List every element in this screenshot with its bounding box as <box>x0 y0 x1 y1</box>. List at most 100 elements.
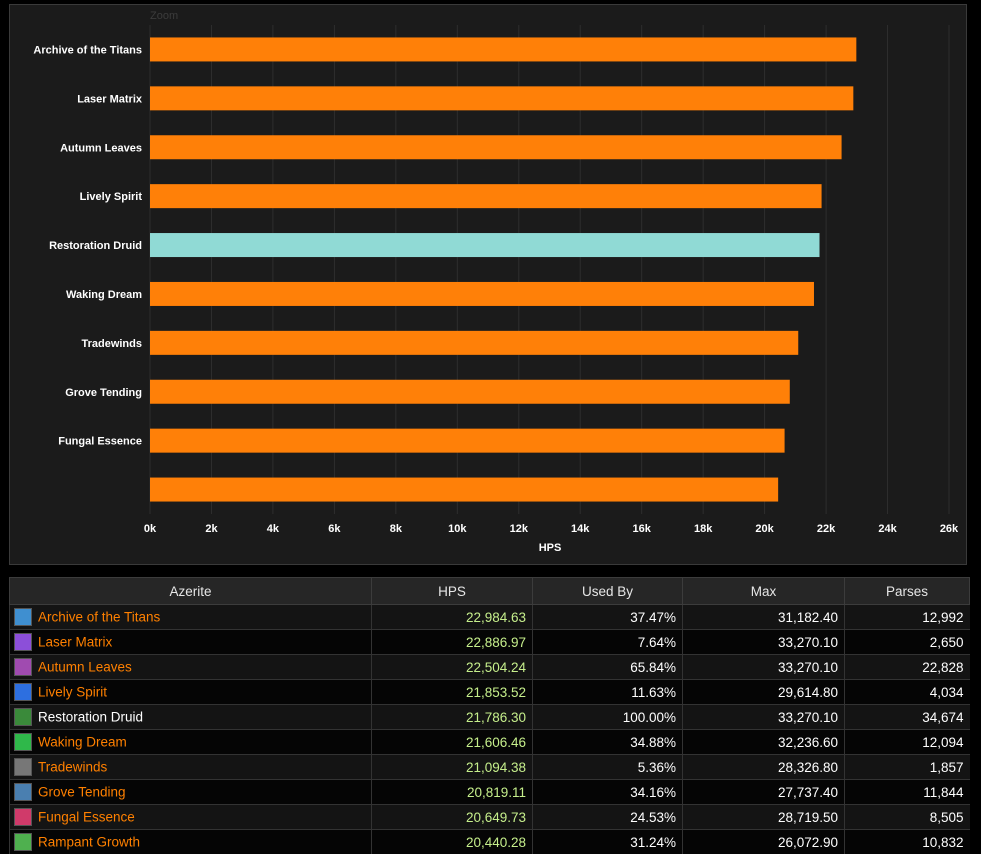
bar[interactable] <box>150 233 820 257</box>
cell-used-by: 5.36% <box>533 755 683 780</box>
column-header-hps[interactable]: HPS <box>372 578 533 605</box>
azerite-name: Restoration Druid <box>38 710 143 725</box>
zoom-label[interactable]: Zoom <box>150 10 178 22</box>
cell-parses: 4,034 <box>845 680 970 705</box>
x-tick-label: 12k <box>510 523 529 535</box>
cell-parses: 1,857 <box>845 755 970 780</box>
cell-parses: 8,505 <box>845 805 970 830</box>
x-tick-label: 0k <box>144 523 157 535</box>
cell-hps: 21,606.46 <box>372 730 533 755</box>
cell-hps: 22,504.24 <box>372 655 533 680</box>
azerite-name-link[interactable]: Archive of the Titans <box>38 610 160 625</box>
cell-max: 28,326.80 <box>683 755 845 780</box>
azerite-name-link[interactable]: Waking Dream <box>38 735 127 750</box>
cell-used-by: 31.24% <box>533 830 683 854</box>
waking-dream-icon <box>14 733 32 751</box>
table-header-row: Azerite HPS Used By Max Parses <box>10 578 970 605</box>
category-label: Laser Matrix <box>77 93 143 105</box>
azerite-name-link[interactable]: Grove Tending <box>38 785 126 800</box>
cell-parses: 34,674 <box>845 705 970 730</box>
bar[interactable] <box>150 37 856 61</box>
column-header-parses[interactable]: Parses <box>845 578 970 605</box>
x-tick-label: 4k <box>267 523 280 535</box>
cell-hps: 21,786.30 <box>372 705 533 730</box>
x-tick-label: 6k <box>328 523 341 535</box>
x-tick-label: 26k <box>940 523 959 535</box>
bar[interactable] <box>150 184 822 208</box>
cell-used-by: 100.00% <box>533 705 683 730</box>
cell-parses: 12,992 <box>845 605 970 630</box>
cell-parses: 11,844 <box>845 780 970 805</box>
cell-max: 33,270.10 <box>683 630 845 655</box>
cell-max: 29,614.80 <box>683 680 845 705</box>
cell-hps: 21,853.52 <box>372 680 533 705</box>
category-label: Archive of the Titans <box>33 44 142 56</box>
cell-max: 28,719.50 <box>683 805 845 830</box>
cell-azerite: Archive of the Titans <box>10 605 372 630</box>
column-header-azerite[interactable]: Azerite <box>10 578 372 605</box>
cell-max: 33,270.10 <box>683 705 845 730</box>
cell-azerite: Grove Tending <box>10 780 372 805</box>
x-tick-label: 18k <box>694 523 713 535</box>
cell-parses: 22,828 <box>845 655 970 680</box>
category-label: Restoration Druid <box>49 240 142 252</box>
cell-azerite: Restoration Druid <box>10 705 372 730</box>
bar[interactable] <box>150 282 814 306</box>
azerite-name-link[interactable]: Lively Spirit <box>38 685 107 700</box>
column-header-max[interactable]: Max <box>683 578 845 605</box>
bar[interactable] <box>150 135 842 159</box>
x-axis-title: HPS <box>539 542 562 554</box>
azerite-name-link[interactable]: Laser Matrix <box>38 635 112 650</box>
azerite-table: Azerite HPS Used By Max Parses Archive o… <box>9 577 970 854</box>
azerite-name-link[interactable]: Autumn Leaves <box>38 660 132 675</box>
azerite-name-link[interactable]: Tradewinds <box>38 760 107 775</box>
cell-hps: 20,649.73 <box>372 805 533 830</box>
category-label: Fungal Essence <box>58 436 142 448</box>
x-tick-label: 16k <box>633 523 652 535</box>
lively-spirit-icon <box>14 683 32 701</box>
azerite-name-link[interactable]: Rampant Growth <box>38 835 140 850</box>
cell-hps: 21,094.38 <box>372 755 533 780</box>
laser-matrix-icon <box>14 633 32 651</box>
bar[interactable] <box>150 380 790 404</box>
bar[interactable] <box>150 86 853 110</box>
azerite-name-link[interactable]: Fungal Essence <box>38 810 135 825</box>
cell-azerite: Lively Spirit <box>10 680 372 705</box>
x-tick-label: 24k <box>878 523 897 535</box>
autumn-leaves-icon <box>14 658 32 676</box>
chart-panel: Zoom Archive of the Titans Laser Matrix Aut… <box>9 4 967 565</box>
rampant-growth-icon <box>14 833 32 851</box>
hps-bar-chart: Zoom Archive of the Titans Laser Matrix Aut… <box>10 5 968 566</box>
cell-hps: 20,819.11 <box>372 780 533 805</box>
category-label: Autumn Leaves <box>60 142 142 154</box>
cell-hps: 20,440.28 <box>372 830 533 854</box>
x-tick-label: 2k <box>205 523 218 535</box>
cell-max: 32,236.60 <box>683 730 845 755</box>
bar[interactable] <box>150 429 785 453</box>
x-tick-label: 10k <box>448 523 467 535</box>
bar[interactable] <box>150 478 778 502</box>
cell-azerite: Waking Dream <box>10 730 372 755</box>
cell-azerite: Laser Matrix <box>10 630 372 655</box>
cell-azerite: Rampant Growth <box>10 830 372 854</box>
category-label: Grove Tending <box>65 387 142 399</box>
column-header-used-by[interactable]: Used By <box>533 578 683 605</box>
cell-max: 31,182.40 <box>683 605 845 630</box>
cell-used-by: 7.64% <box>533 630 683 655</box>
cell-max: 26,072.90 <box>683 830 845 854</box>
bar[interactable] <box>150 331 798 355</box>
x-tick-label: 14k <box>571 523 590 535</box>
cell-parses: 2,650 <box>845 630 970 655</box>
cell-hps: 22,886.97 <box>372 630 533 655</box>
x-tick-label: 22k <box>817 523 836 535</box>
cell-parses: 12,094 <box>845 730 970 755</box>
grove-tending-icon <box>14 783 32 801</box>
